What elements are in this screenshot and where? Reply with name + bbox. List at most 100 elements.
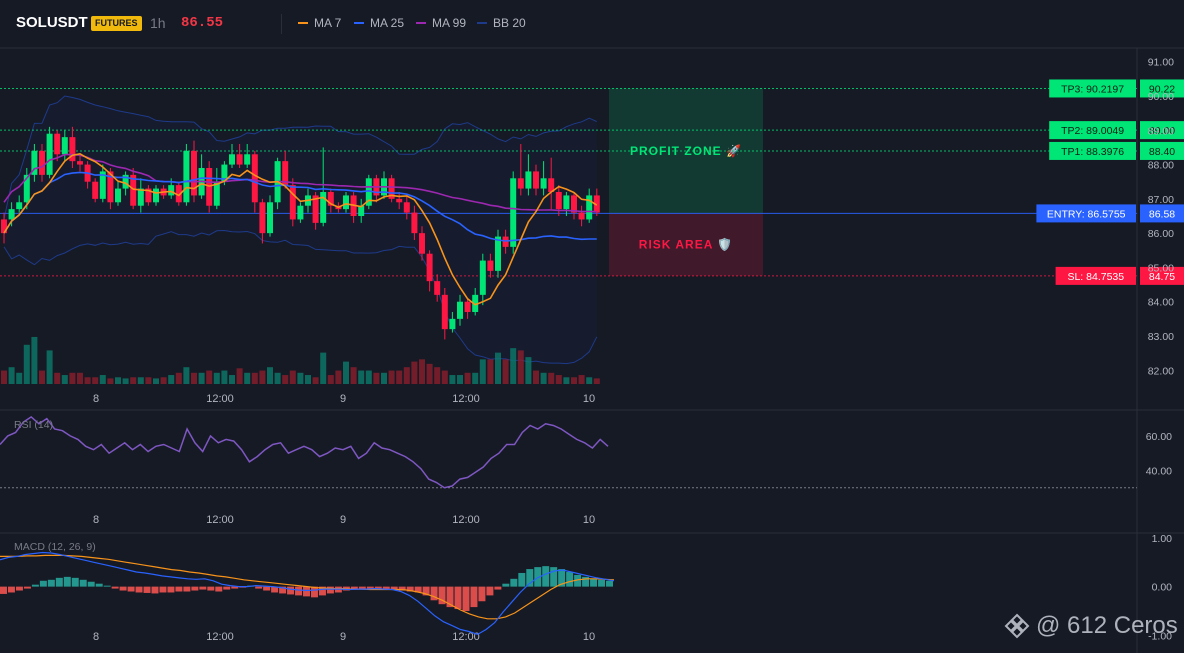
macd-histogram-bar (135, 586, 143, 593)
volume-bar (449, 375, 456, 384)
volume-bar (335, 370, 342, 384)
volume-bar (479, 359, 486, 384)
rsi-label: RSI (14) (14, 419, 53, 431)
volume-bar (555, 375, 562, 384)
volume-bar (441, 370, 448, 384)
time-axis-label: 10 (583, 631, 595, 643)
candle-body (213, 181, 220, 206)
ma25-swatch (354, 22, 364, 24)
level-tag-box (1049, 121, 1136, 140)
macd-histogram-bar (438, 586, 446, 605)
legend-ma99-label: MA 99 (432, 16, 467, 30)
volume-bar (130, 377, 137, 384)
bollinger-band-fill (4, 95, 597, 364)
volume-bar (593, 378, 600, 384)
level-tag-box (1055, 266, 1136, 285)
candle-body (464, 301, 471, 312)
macd-histogram-bar (534, 567, 542, 587)
time-axis-label: 12:00 (452, 514, 480, 526)
candle-body (23, 174, 30, 203)
macd-histogram-bar (63, 576, 71, 587)
candle-body (8, 209, 15, 220)
candle-body (578, 212, 585, 220)
macd-histogram-bar (318, 586, 326, 596)
macd-histogram-bar (502, 583, 510, 587)
volume-bar (31, 336, 38, 384)
rsi-line (0, 415, 609, 489)
macd-histogram-bar (175, 586, 183, 592)
macd-histogram-bar (303, 586, 310, 597)
price-tick-label: 91.00 (1148, 57, 1174, 69)
symbol-name[interactable]: SOLUSDT (16, 14, 88, 31)
macd-histogram-bar (255, 586, 263, 589)
candle-body (61, 137, 68, 155)
volume-bar (434, 367, 441, 384)
risk-zone-label: RISK AREA 🛡️ (639, 238, 733, 252)
macd-histogram-bar (223, 586, 231, 590)
candle-body (69, 137, 76, 162)
macd-histogram-bar (526, 569, 534, 587)
candle-body (115, 188, 121, 203)
candle-body (434, 281, 441, 295)
volume-bar (388, 370, 395, 384)
macd-histogram-bar (478, 586, 486, 602)
candle-body (312, 195, 319, 223)
candle-body (343, 195, 349, 210)
candle-body (16, 202, 23, 210)
level-tag-box (1049, 141, 1136, 160)
candle-body (153, 188, 159, 203)
price-tick-label: 82.00 (1148, 365, 1174, 377)
volume-bar (99, 375, 106, 384)
rsi-tick-label: 60.00 (1146, 431, 1172, 443)
price-tick-label: 90.00 (1148, 91, 1174, 103)
volume-bar (244, 372, 251, 384)
timeframe-label[interactable]: 1h (150, 15, 166, 31)
volume-bar (396, 370, 403, 384)
volume-bar (115, 377, 121, 384)
legend-ma7[interactable]: MA 7 (298, 16, 341, 30)
volume-bar (327, 375, 334, 384)
price-tick-label: 84.00 (1148, 297, 1174, 309)
candle-body (229, 154, 235, 165)
macd-label: MACD (12, 26, 9) (14, 541, 96, 553)
volume-bar (487, 359, 494, 384)
macd-histogram-bar (79, 579, 87, 587)
volume-bar (23, 344, 30, 384)
volume-bar (358, 370, 365, 384)
candle-body (358, 205, 365, 216)
macd-histogram-bar (366, 586, 374, 589)
macd-histogram-bar (406, 586, 414, 592)
macd-histogram-bar (287, 586, 295, 595)
volume-bar (586, 377, 593, 384)
macd-histogram-bar (191, 586, 199, 591)
volume-bar (183, 367, 190, 384)
legend-ma25[interactable]: MA 25 (354, 16, 404, 30)
macd-histogram-bar (295, 586, 303, 596)
macd-line (0, 551, 615, 636)
volume-bar (54, 372, 61, 384)
volume-bar (137, 377, 144, 384)
macd-histogram-bar (462, 586, 470, 611)
level-axis-box (1140, 204, 1184, 223)
macd-histogram-bar (127, 586, 135, 592)
legend-ma99[interactable]: MA 99 (416, 16, 466, 30)
candle-body (77, 161, 83, 165)
macd-histogram-bar (103, 585, 111, 587)
candle-body (419, 233, 425, 254)
candle-body (586, 195, 593, 220)
volume-bar (533, 370, 539, 384)
volume-bar (1, 370, 7, 384)
volume-bar (548, 372, 555, 384)
candle-body (289, 185, 296, 220)
candle-body (548, 178, 555, 192)
chart-header: SOLUSDT FUTURES 1h 86.55 MA 7 MA 25 MA 9… (0, 0, 1184, 48)
ma99-line (3, 153, 597, 213)
risk-zone (609, 213, 763, 276)
macd-histogram-bar (414, 586, 422, 593)
volume-bar (274, 372, 281, 384)
volume-bar (61, 375, 68, 384)
macd-histogram-bar (326, 586, 334, 594)
volume-bar (92, 377, 99, 384)
legend-bb20[interactable]: BB 20 (477, 16, 526, 30)
